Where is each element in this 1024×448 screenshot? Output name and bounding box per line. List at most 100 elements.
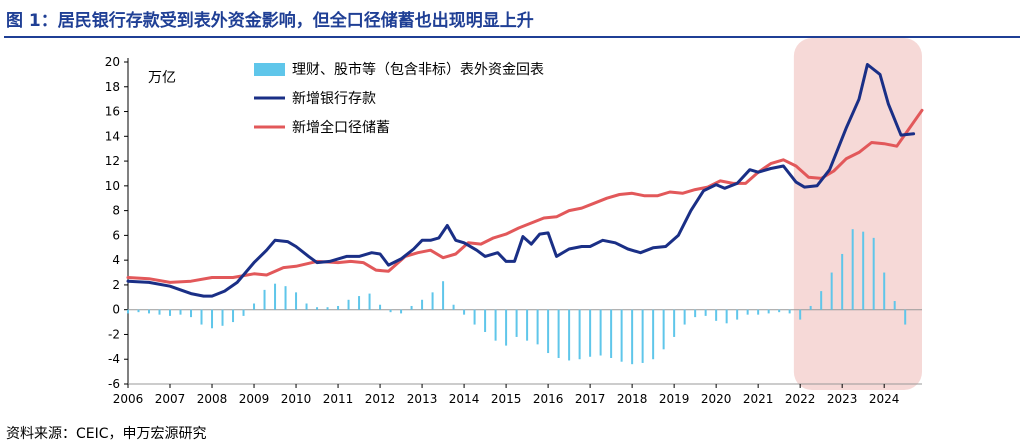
- bar: [715, 309, 718, 321]
- bar: [253, 303, 256, 310]
- y-tick-label: 16: [105, 105, 120, 119]
- bar: [641, 309, 644, 363]
- series-line-savings: [126, 108, 924, 284]
- bar: [610, 309, 613, 358]
- x-tick-label: 2012: [365, 392, 396, 406]
- bar: [683, 309, 686, 325]
- y-tick-label: 14: [105, 129, 120, 143]
- bar: [347, 299, 350, 310]
- bar: [221, 309, 224, 326]
- y-tick-label: 6: [112, 228, 120, 242]
- legend-label: 新增全口径储蓄: [292, 119, 390, 136]
- bar: [358, 296, 361, 310]
- bar: [232, 309, 235, 323]
- x-tick-label: 2006: [113, 392, 144, 406]
- x-tick-label: 2015: [491, 392, 522, 406]
- bar: [463, 309, 466, 315]
- bar: [872, 237, 875, 310]
- bar: [862, 231, 865, 310]
- bar: [830, 272, 833, 310]
- bar: [904, 309, 907, 325]
- bar: [242, 309, 245, 316]
- bar: [788, 309, 791, 314]
- bar: [725, 309, 728, 324]
- title-divider: [4, 36, 1020, 38]
- source-note: 资料来源：CEIC，申万宏源研究: [6, 426, 207, 442]
- bar: [274, 283, 277, 310]
- y-tick-label: -4: [108, 352, 120, 366]
- bar: [599, 309, 602, 356]
- bar: [190, 309, 193, 318]
- legend-item-bars: 理财、股市等（包含非标）表外资金回表: [254, 61, 544, 78]
- bar: [578, 309, 581, 360]
- bar: [662, 309, 665, 350]
- bar: [526, 309, 529, 341]
- y-tick-label: 18: [105, 80, 120, 94]
- y-tick-label: 12: [105, 154, 120, 168]
- y-tick-label: 8: [112, 204, 120, 218]
- y-tick-label: -2: [108, 327, 120, 341]
- bar: [263, 289, 266, 310]
- x-tick-label: 2008: [197, 392, 228, 406]
- bar: [284, 286, 287, 310]
- bar: [379, 304, 382, 310]
- bar: [389, 309, 392, 313]
- bar: [652, 309, 655, 360]
- x-tick-label: 2023: [827, 392, 858, 406]
- y-tick-label: -6: [108, 377, 120, 391]
- bar: [809, 305, 812, 310]
- y-tick-label: 2: [112, 278, 120, 292]
- x-tick-label: 2022: [785, 392, 816, 406]
- series-line-deposits: [126, 63, 916, 298]
- x-tick-label: 2019: [659, 392, 690, 406]
- bar: [694, 309, 697, 318]
- bar: [704, 309, 707, 316]
- x-tick-label: 2010: [281, 392, 312, 406]
- highlight-region: [793, 38, 922, 390]
- bar: [326, 307, 329, 310]
- bar: [211, 309, 214, 329]
- bar: [893, 301, 896, 310]
- bar: [137, 309, 140, 313]
- bar: [421, 299, 424, 310]
- bar: [169, 309, 172, 316]
- x-tick-label: 2016: [533, 392, 564, 406]
- bar: [589, 309, 592, 357]
- bar: [305, 303, 308, 310]
- x-tick-label: 2017: [575, 392, 606, 406]
- bar: [568, 309, 571, 361]
- bar: [158, 309, 161, 315]
- bar: [431, 292, 434, 310]
- bar: [494, 309, 497, 341]
- bar: [736, 309, 739, 320]
- bar: [767, 309, 770, 314]
- bar: [127, 309, 129, 314]
- x-tick-label: 2020: [701, 392, 732, 406]
- unit-label: 万亿: [148, 70, 176, 86]
- bar: [316, 307, 319, 310]
- x-tick-label: 2009: [239, 392, 270, 406]
- bar: [515, 309, 518, 337]
- bar: [883, 272, 886, 310]
- y-tick-label: 0: [112, 303, 120, 317]
- bar: [368, 293, 371, 310]
- bar: [179, 309, 182, 315]
- x-tick-label: 2011: [323, 392, 354, 406]
- legend-label: 新增银行存款: [292, 91, 376, 107]
- bar: [337, 305, 340, 310]
- legend-swatch: [254, 63, 285, 76]
- bar: [841, 253, 844, 310]
- bar: [820, 291, 823, 310]
- bar: [547, 309, 550, 354]
- x-tick-label: 2024: [869, 392, 900, 406]
- bar: [505, 309, 508, 346]
- x-tick-label: 2018: [617, 392, 648, 406]
- bar: [851, 229, 854, 310]
- y-tick-label: 10: [105, 179, 120, 193]
- bar: [778, 309, 781, 313]
- bar: [473, 309, 476, 325]
- legend-label: 理财、股市等（包含非标）表外资金回表: [292, 61, 544, 78]
- figure-title: 图 1：居民银行存款受到表外资金影响，但全口径储蓄也出现明显上升: [6, 11, 534, 31]
- bar: [631, 309, 634, 365]
- bar: [410, 305, 413, 310]
